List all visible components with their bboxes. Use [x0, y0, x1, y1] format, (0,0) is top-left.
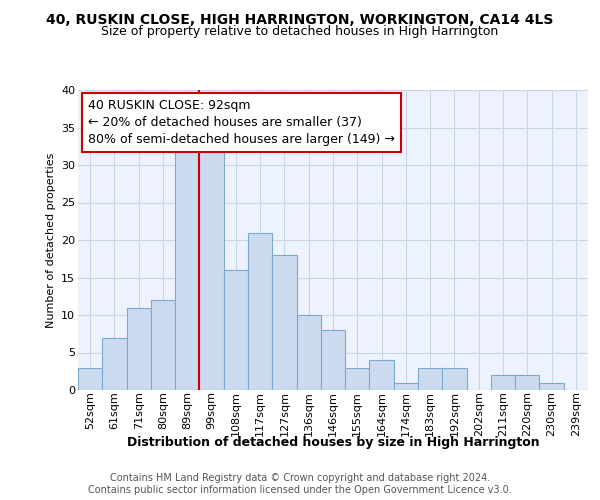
Bar [248, 232, 272, 390]
Bar [491, 375, 515, 390]
Y-axis label: Number of detached properties: Number of detached properties [46, 152, 56, 328]
Bar [175, 142, 199, 390]
Text: Distribution of detached houses by size in High Harrington: Distribution of detached houses by size … [127, 436, 539, 449]
Bar [78, 368, 102, 390]
Bar [272, 255, 296, 390]
Bar [151, 300, 175, 390]
Bar [199, 150, 224, 390]
Bar [515, 375, 539, 390]
Bar [296, 315, 321, 390]
Bar [442, 368, 467, 390]
Bar [127, 308, 151, 390]
Text: 40, RUSKIN CLOSE, HIGH HARRINGTON, WORKINGTON, CA14 4LS: 40, RUSKIN CLOSE, HIGH HARRINGTON, WORKI… [46, 12, 554, 26]
Bar [321, 330, 345, 390]
Text: 40 RUSKIN CLOSE: 92sqm
← 20% of detached houses are smaller (37)
80% of semi-det: 40 RUSKIN CLOSE: 92sqm ← 20% of detached… [88, 99, 395, 146]
Text: Contains HM Land Registry data © Crown copyright and database right 2024.
Contai: Contains HM Land Registry data © Crown c… [88, 474, 512, 495]
Bar [102, 338, 127, 390]
Bar [418, 368, 442, 390]
Bar [370, 360, 394, 390]
Bar [394, 382, 418, 390]
Text: Size of property relative to detached houses in High Harrington: Size of property relative to detached ho… [101, 25, 499, 38]
Bar [224, 270, 248, 390]
Bar [345, 368, 370, 390]
Bar [539, 382, 564, 390]
